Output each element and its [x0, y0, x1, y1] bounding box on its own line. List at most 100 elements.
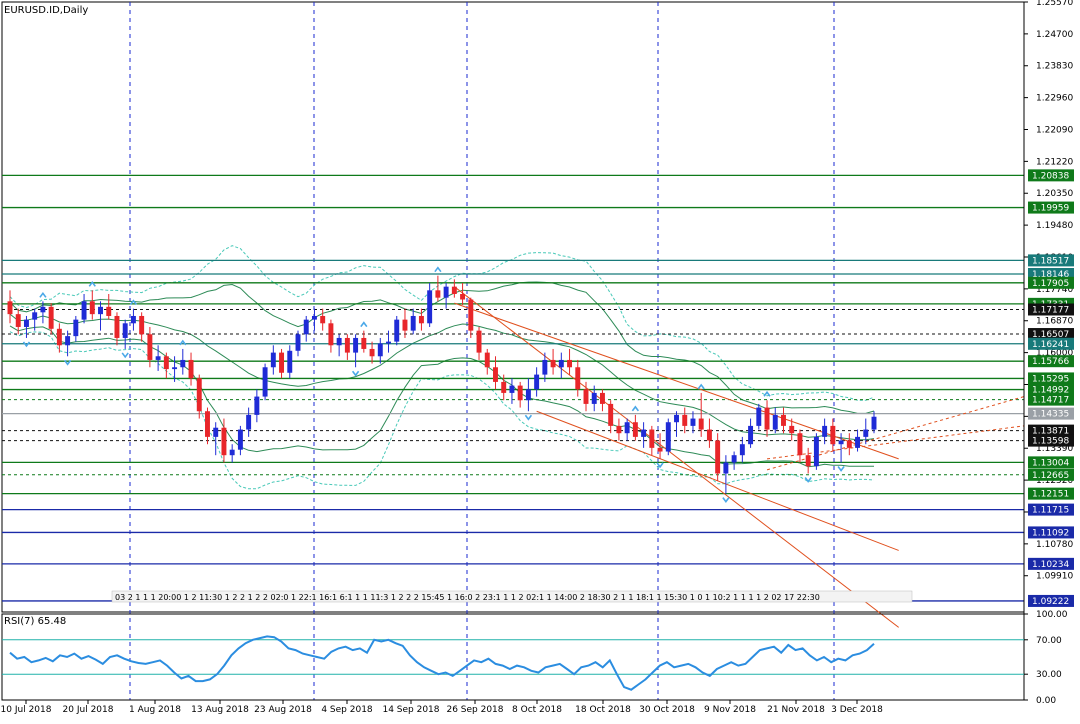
- candle-body: [517, 385, 523, 401]
- candle-body: [715, 440, 721, 474]
- candle-body: [558, 359, 564, 368]
- price-level-tag: [1028, 303, 1074, 316]
- candle-body: [254, 396, 260, 415]
- fractal-up-marker: [360, 321, 368, 328]
- price-level-value: 1.13871: [1032, 427, 1069, 437]
- price-level-tag: [1028, 456, 1074, 469]
- trend-channel-line: [454, 286, 899, 628]
- band-middle: [9, 313, 875, 441]
- fractal-down-marker: [524, 414, 533, 421]
- candle-body: [567, 359, 573, 368]
- price-level-tag: [1028, 424, 1074, 437]
- price-axis-label: 1.20350: [1036, 189, 1073, 199]
- candle-body: [698, 418, 704, 430]
- date-axis-label: 8 Oct 2018: [512, 705, 562, 715]
- candle-body: [583, 389, 589, 404]
- candle-body: [328, 323, 334, 346]
- candle-body: [48, 306, 54, 329]
- price-axis-label: 1.09910: [1036, 572, 1073, 582]
- price-level-value: 1.17905: [1032, 279, 1069, 289]
- candle-body: [427, 290, 433, 324]
- candle-body: [493, 367, 498, 382]
- candle-body: [15, 314, 21, 327]
- candle-body: [657, 447, 663, 452]
- candle-body: [748, 425, 754, 445]
- event-time-strip-text: 03 2 1 1 1 20:00 1 2 11:30 1 2 2 1 2 2 0…: [115, 593, 820, 602]
- candle-body: [781, 414, 786, 426]
- fractal-down-marker: [22, 341, 31, 348]
- candle-body: [435, 290, 441, 298]
- candle-body: [789, 425, 795, 434]
- candle-body: [98, 306, 103, 315]
- candle-body: [287, 350, 293, 373]
- price-level-value: 1.11092: [1032, 528, 1069, 538]
- price-level-value: 1.14992: [1032, 386, 1069, 396]
- candle-body: [632, 422, 638, 437]
- fractal-up-marker: [129, 299, 138, 306]
- candle-body: [468, 299, 474, 331]
- date-axis-label: 18 Oct 2018: [575, 705, 631, 715]
- candle-body: [32, 312, 38, 320]
- price-axis-label: 1.21220: [1036, 157, 1073, 167]
- fractal-up-marker: [179, 339, 187, 346]
- date-axis-label: 20 Jul 2018: [63, 705, 114, 715]
- price-axis-label: 1.22090: [1036, 125, 1073, 135]
- candle-body: [525, 389, 531, 401]
- price-level-tag: [1028, 383, 1074, 396]
- candle-body: [599, 392, 605, 404]
- candle-body: [205, 411, 210, 437]
- price-level-value: 1.15295: [1032, 374, 1069, 384]
- price-level-tag: [1028, 328, 1074, 341]
- candle-body: [336, 337, 342, 346]
- band-outer-upper: [9, 245, 875, 401]
- price-axis-label: 1.23830: [1036, 62, 1073, 72]
- candle-body: [641, 429, 647, 437]
- candle-body: [649, 429, 655, 448]
- date-axis-label: 21 Nov 2018: [767, 705, 825, 715]
- candle-body: [665, 422, 671, 452]
- price-level-tag: [1028, 372, 1074, 385]
- price-level-value: 1.16507: [1032, 330, 1069, 340]
- fractal-up-marker: [39, 291, 47, 298]
- fractal-down-marker: [837, 466, 845, 472]
- candle-body: [221, 427, 227, 456]
- fractal-up-marker: [434, 266, 442, 273]
- fractal-up-marker: [697, 383, 705, 390]
- candle-body: [764, 407, 770, 430]
- price-level-value: 1.18517: [1032, 256, 1069, 266]
- price-axis-label: 1.25570: [1036, 0, 1073, 8]
- fractal-up-marker: [88, 280, 96, 287]
- price-level-value: 1.12151: [1032, 490, 1069, 500]
- rsi-axis-label: 100.00: [1036, 610, 1068, 620]
- price-level-value: 1.10234: [1032, 560, 1069, 570]
- candle-body: [797, 433, 803, 456]
- candle-body: [106, 306, 112, 316]
- price-level-value: 1.20838: [1032, 171, 1069, 181]
- candle-body: [122, 323, 128, 338]
- candle-body: [369, 348, 375, 357]
- candle-body: [163, 356, 169, 370]
- price-level-value: 1.18146: [1032, 270, 1069, 280]
- candle-body: [130, 315, 136, 324]
- fractal-down-marker: [63, 359, 72, 366]
- candle-body: [155, 356, 161, 360]
- candle-body: [863, 429, 869, 437]
- price-axis-label: 1.12520: [1036, 476, 1073, 486]
- price-level-value: 1.12665: [1032, 471, 1069, 481]
- candle-body: [213, 427, 219, 437]
- price-level-value: 1.16241: [1032, 340, 1069, 350]
- rsi-axis-label: 70.00: [1036, 636, 1062, 646]
- date-axis-label: 9 Nov 2018: [704, 705, 756, 715]
- price-level-tag: [1028, 526, 1074, 539]
- date-axis-label: 23 Aug 2018: [254, 705, 312, 715]
- price-level-tag: [1028, 355, 1074, 368]
- fractal-down-marker: [722, 497, 730, 503]
- candle-body: [196, 378, 202, 412]
- date-axis-label: 4 Sep 2018: [321, 705, 373, 715]
- price-pane: 1.25570 1.24700 1.23830 1.22960 1.22090 1.212…: [1, 0, 1074, 700]
- candle-body: [731, 455, 737, 463]
- band-inner-lower: [9, 325, 874, 468]
- price-level-value: 1.17177: [1032, 305, 1069, 315]
- candle-body: [246, 414, 252, 430]
